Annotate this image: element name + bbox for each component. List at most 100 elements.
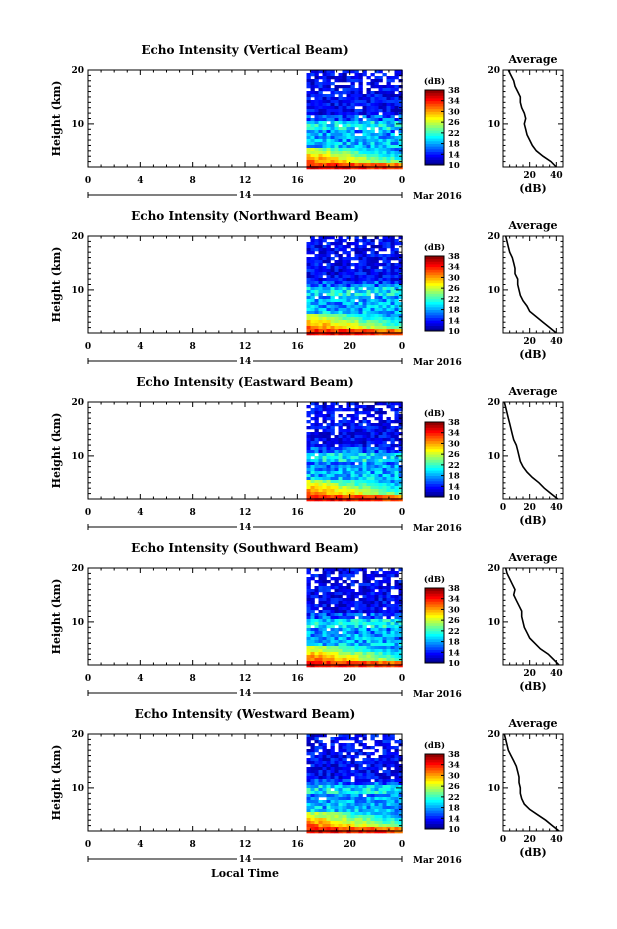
- heatmap-cell: [350, 580, 355, 584]
- heatmap-cell: [338, 779, 343, 783]
- heatmap-cell: [346, 495, 351, 499]
- heatmap-cell: [326, 103, 331, 107]
- heatmap-cell: [306, 788, 311, 792]
- heatmap-cell: [362, 145, 367, 149]
- heatmap-cell: [362, 592, 367, 596]
- heatmap-cell: [382, 492, 387, 496]
- heatmap-cell: [338, 142, 343, 146]
- heatmap-cell: [326, 661, 331, 665]
- heatmap-cell: [306, 251, 311, 255]
- heatmap-cell: [394, 323, 399, 327]
- heatmap-cell: [378, 121, 383, 125]
- heatmap-cell: [370, 468, 375, 472]
- heatmap-cell: [366, 314, 371, 318]
- heatmap-cell: [370, 254, 375, 258]
- heatmap-cell: [326, 456, 331, 460]
- heatmap-cell: [370, 109, 375, 113]
- heatmap-cell: [318, 151, 323, 155]
- heatmap-cell: [346, 755, 351, 759]
- heatmap-cell: [322, 483, 327, 487]
- heatmap-cell: [342, 794, 347, 798]
- heatmap-cell: [398, 266, 403, 270]
- heatmap-cell: [378, 432, 383, 436]
- heatmap-cell: [342, 438, 347, 442]
- heatmap-cell: [338, 610, 343, 614]
- heatmap-cell: [338, 432, 343, 436]
- heatmap-cell: [350, 157, 355, 161]
- heatmap-cell: [318, 269, 323, 273]
- heatmap-cell: [354, 151, 359, 155]
- heatmap-cell: [382, 317, 387, 321]
- heatmap-cell: [318, 640, 323, 644]
- heatmap-cell: [322, 752, 327, 756]
- heatmap-cell: [386, 320, 391, 324]
- heatmap-cell: [346, 438, 351, 442]
- heatmap-cell: [342, 429, 347, 433]
- heatmap-cell: [346, 145, 351, 149]
- heatmap-cell: [326, 263, 331, 267]
- heatmap-cell: [370, 616, 375, 620]
- heatmap-cell: [330, 106, 335, 110]
- heatmap-cell: [398, 782, 403, 786]
- heatmap-cell: [382, 453, 387, 457]
- heatmap-cell: [318, 242, 323, 246]
- heatmap-cell: [334, 278, 339, 282]
- heatmap-cell: [326, 293, 331, 297]
- heatmap-cell: [326, 453, 331, 457]
- heatmap-cell: [370, 266, 375, 270]
- heatmap-cell: [354, 281, 359, 285]
- heatmap-cell: [306, 127, 311, 131]
- heatmap-cell: [378, 453, 383, 457]
- heatmap-cell: [334, 782, 339, 786]
- colorbar-tick-label: 38: [448, 86, 460, 96]
- heatmap-cell: [354, 595, 359, 599]
- heatmap-cell: [310, 498, 315, 502]
- heatmap-cell: [322, 432, 327, 436]
- heatmap-cell: [310, 444, 315, 448]
- heatmap-cell: [306, 649, 311, 653]
- heatmap-cell: [350, 151, 355, 155]
- heatmap-cell: [374, 320, 379, 324]
- heatmap-cell: [398, 791, 403, 795]
- heatmap-cell: [362, 782, 367, 786]
- heatmap-cell: [386, 764, 391, 768]
- heatmap-cell: [338, 145, 343, 149]
- heatmap-cell: [334, 758, 339, 762]
- heatmap-cell: [306, 818, 311, 822]
- heatmap-cell: [322, 157, 327, 161]
- heatmap-cell: [346, 160, 351, 164]
- heatmap-cell: [330, 498, 335, 502]
- heatmap-cell: [322, 610, 327, 614]
- date-label: Mar 2016: [413, 192, 462, 202]
- heatmap-cell: [358, 420, 363, 424]
- heatmap-cell: [306, 317, 311, 321]
- heatmap-cell: [362, 163, 367, 167]
- heatmap-cell: [318, 118, 323, 122]
- heatmap-cell: [330, 417, 335, 421]
- heatmap-cell: [394, 100, 399, 104]
- heatmap-cell: [366, 432, 371, 436]
- heatmap-cell: [322, 761, 327, 765]
- heatmap-cell: [382, 625, 387, 629]
- profile-x-label: (dB): [519, 182, 546, 195]
- heatmap-cell: [306, 462, 311, 466]
- profile-frame: [502, 69, 564, 168]
- heatmap-cell: [330, 740, 335, 744]
- x-tick-label: 4: [137, 840, 143, 850]
- x-tick-label: 8: [190, 508, 196, 518]
- heatmap-cell: [358, 450, 363, 454]
- heatmap-cell: [374, 438, 379, 442]
- heatmap-cell: [370, 634, 375, 638]
- heatmap-cell: [314, 761, 319, 765]
- heatmap-cell: [362, 806, 367, 810]
- heatmap-cell: [350, 275, 355, 279]
- heatmap-cell: [318, 800, 323, 804]
- heatmap-cell: [350, 142, 355, 146]
- heatmap-cell: [306, 269, 311, 273]
- heatmap-cell: [370, 314, 375, 318]
- heatmap-cell: [358, 311, 363, 315]
- heatmap-cell: [362, 299, 367, 303]
- heatmap-cell: [386, 82, 391, 86]
- heatmap-cell: [326, 112, 331, 116]
- heatmap-cell: [330, 474, 335, 478]
